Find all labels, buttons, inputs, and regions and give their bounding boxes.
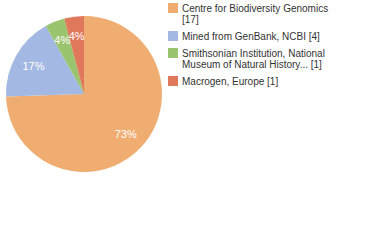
data-label: 17% [22, 60, 44, 72]
data-label: 73% [115, 128, 137, 140]
pie: 73%17%4%4% [6, 16, 162, 172]
legend-swatch [168, 31, 178, 41]
legend-swatch [168, 3, 178, 13]
pie-slice [64, 16, 84, 94]
legend: Centre for Biodiversity Genomics[17] Mine… [168, 3, 328, 87]
legend-swatch [168, 76, 178, 86]
legend-label: Mined from GenBank, NCBI [4] [182, 31, 320, 42]
chart: 73%17%4%4%Centre for Biodiversity Genomi… [0, 0, 380, 240]
legend-swatch [168, 48, 178, 58]
pie-slice [6, 16, 162, 172]
legend-label: Smithsonian Institution, NationalMuseum … [182, 48, 325, 70]
legend-label: Centre for Biodiversity Genomics[17] [182, 3, 328, 25]
legend-label: Macrogen, Europe [1] [182, 76, 278, 87]
data-label: 4% [69, 30, 85, 42]
